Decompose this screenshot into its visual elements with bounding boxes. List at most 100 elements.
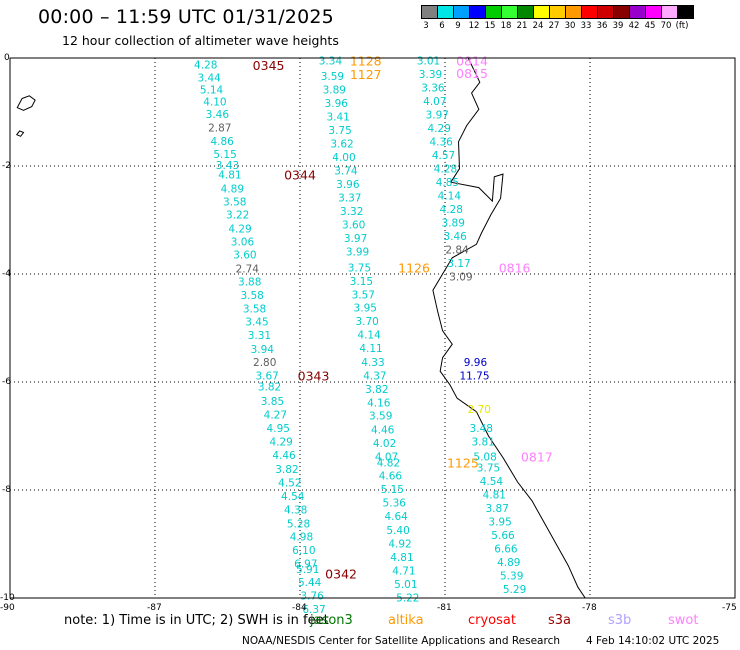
wave-height-value: 3.37: [338, 192, 361, 204]
wave-height-value: 3.82: [258, 381, 281, 393]
wave-height-value: 4.64: [384, 511, 408, 523]
wave-height-value: 5.15: [213, 149, 236, 161]
wave-height-value: 6.37: [302, 604, 325, 616]
wave-height-value: 3.89: [442, 218, 465, 230]
pass-time-label: 1125: [447, 455, 479, 470]
wave-height-value: 4.29: [228, 224, 251, 236]
wave-height-value: 3.15: [350, 276, 373, 288]
longitude-label: -90: [0, 603, 15, 613]
wave-height-value: 5.28: [287, 518, 310, 530]
wave-height-value: 3.94: [251, 344, 275, 356]
wave-height-value: 3.45: [245, 317, 268, 329]
legend-s3b: s3b: [608, 613, 632, 628]
color-scale-label: 3: [423, 21, 429, 31]
wave-height-value: 5.01: [394, 579, 417, 591]
wave-height-value: 3.82: [365, 384, 388, 396]
wave-height-value: 2.84: [445, 245, 469, 257]
pass-time-label: 0815: [456, 66, 488, 81]
wave-height-value: 3.81: [471, 436, 494, 448]
wave-height-value: 4.00: [332, 152, 355, 164]
generation-timestamp: 4 Feb 14:10:02 UTC 2025: [586, 635, 720, 647]
wave-height-value: 2.74: [236, 264, 260, 276]
wave-height-value: 4.07: [375, 452, 398, 464]
wave-height-value: 3.62: [330, 138, 353, 150]
color-scale-label: 9: [455, 21, 461, 31]
longitude-label: -87: [147, 603, 162, 613]
wave-height-value: 3.95: [488, 516, 511, 528]
pass-time-label: 0345: [253, 58, 285, 73]
wave-height-value: 4.46: [272, 450, 296, 462]
wave-height-value: 4.92: [388, 538, 411, 550]
wave-height-value: 3.99: [346, 246, 369, 258]
wave-height-value: 3.59: [321, 71, 344, 83]
color-scale-label: 15: [484, 21, 496, 31]
wave-height-value: 4.66: [379, 470, 403, 482]
color-scale-swatches: [421, 5, 694, 19]
wave-height-value: 4.07: [423, 96, 446, 108]
wave-height-value: 3.76: [300, 590, 324, 602]
pass-time-label: 0344: [284, 168, 316, 183]
wave-height-value: 2.87: [208, 123, 231, 135]
wave-height-value: 5.66: [491, 530, 515, 542]
map-frame: [9, 57, 736, 599]
page-title: 00:00 – 11:59 UTC 01/31/2025: [38, 6, 334, 28]
wave-height-value: 3.97: [426, 110, 449, 122]
color-scale-label: 70: [660, 21, 672, 31]
wave-height-value: 4.14: [438, 191, 462, 203]
wave-height-value: 5.36: [383, 497, 407, 509]
legend-altika: altika: [388, 613, 424, 628]
color-swatch: [677, 5, 694, 19]
color-scale-label: 30: [564, 21, 576, 31]
wave-height-value: 3.01: [417, 56, 440, 68]
wave-height-value: 3.57: [352, 290, 375, 302]
color-scale-label: 6: [439, 21, 445, 31]
wave-height-value: 3.41: [326, 111, 349, 123]
wave-height-value: 2.80: [253, 357, 276, 369]
wave-height-value: 3.74: [334, 165, 358, 177]
wave-height-value: 3.70: [355, 316, 378, 328]
pass-time-label: 0342: [325, 567, 357, 582]
wave-height-value: 3.60: [342, 219, 365, 231]
pass-time-label: 0343: [298, 369, 330, 384]
wave-height-value: 3.32: [340, 206, 363, 218]
wave-height-value: 11.75: [459, 371, 489, 383]
wave-height-value: 4.54: [281, 491, 305, 503]
color-scale-label: 45: [644, 21, 656, 31]
color-scale-label: 27: [548, 21, 560, 31]
longitude-label: -84: [292, 603, 307, 613]
wave-height-value: 3.82: [275, 464, 298, 476]
wave-height-value: 4.28: [440, 204, 463, 216]
wave-height-value: 4.89: [497, 557, 520, 569]
longitude-label: -78: [582, 603, 597, 613]
pass-time-label: 1128: [350, 54, 382, 69]
pass-time-label: 0817: [521, 450, 553, 465]
wave-height-value: 4.95: [267, 423, 290, 435]
wave-height-value: 3.58: [243, 304, 266, 316]
wave-height-value: 4.11: [359, 343, 382, 355]
color-scale-label: 18: [500, 21, 512, 31]
wave-height-value: 4.81: [218, 170, 241, 182]
coastline-layer: [15, 57, 586, 599]
units-note: note: 1) Time is in UTC; 2) SWH is in fe…: [64, 613, 329, 628]
wave-height-value: 5.91: [296, 564, 319, 576]
wave-height-value: 3.89: [323, 84, 346, 96]
coastline: [432, 57, 586, 599]
wave-height-value: 3.17: [447, 258, 470, 270]
latitude-label: -2: [2, 161, 11, 171]
wave-height-value: 5.39: [500, 570, 523, 582]
island-outline: [15, 130, 25, 137]
latitude-label: -4: [2, 269, 11, 279]
wave-height-value: 3.46: [206, 109, 230, 121]
wave-height-value: 3.36: [421, 83, 445, 95]
wave-height-value: 5.08: [473, 452, 496, 464]
wave-height-value: 6.10: [292, 545, 315, 557]
wave-height-value: 3.43: [216, 160, 239, 172]
color-scale-label: 12: [468, 21, 480, 31]
legend-s3a: s3a: [548, 613, 572, 628]
wave-height-value: 3.58: [223, 197, 246, 209]
wave-height-value: 3.06: [231, 237, 255, 249]
credit-line: NOAA/NESDIS Center for Satellite Applica…: [242, 635, 560, 647]
wave-height-color-scale: 3 6 9 12 15 18 21 24 27 30 33 36 39 42 45 70 (ft): [421, 5, 694, 31]
wave-height-value: 4.46: [371, 425, 395, 437]
